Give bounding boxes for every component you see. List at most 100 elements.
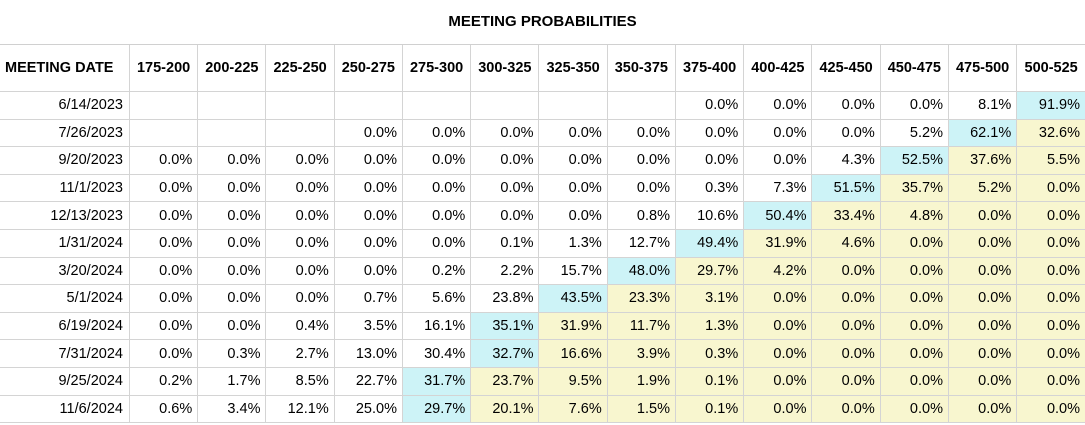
- header-rate-range: 375-400: [674, 45, 745, 92]
- meeting-date-cell: 1/31/2024: [0, 228, 130, 258]
- probability-cell: 0.0%: [197, 146, 267, 175]
- probability-cell: 0.0%: [811, 284, 881, 313]
- probability-cell: 0.0%: [197, 201, 267, 230]
- probability-cell: 9.5%: [538, 366, 608, 396]
- table-body: 6/14/2023 0.0% 0.0% 0.0% 0.0% 8.1% 91.9% 7/26/2…: [0, 91, 1085, 424]
- probability-cell: 3.5%: [333, 311, 403, 341]
- probability-cell: 32.6%: [1016, 118, 1085, 148]
- probability-cell: 0.8%: [606, 201, 676, 230]
- probability-cell: 0.0%: [811, 118, 881, 148]
- probability-cell: 0.0%: [1016, 256, 1085, 286]
- probability-cell: 13.0%: [333, 339, 403, 368]
- probability-cell: 0.2%: [128, 366, 199, 396]
- header-meeting-date: MEETING DATE: [0, 45, 130, 92]
- probability-cell: 32.7%: [470, 339, 540, 368]
- meeting-date-cell: 9/20/2023: [0, 146, 130, 175]
- probability-cell: 0.0%: [1016, 284, 1085, 313]
- probability-cell: 8.5%: [265, 366, 335, 396]
- probability-cell: 0.0%: [1016, 201, 1085, 230]
- probability-cell: [606, 91, 676, 120]
- probability-cell: 0.0%: [128, 311, 199, 341]
- meeting-date-cell: 6/14/2023: [0, 91, 130, 120]
- probability-cell: 3.1%: [674, 284, 745, 313]
- probability-cell: 5.2%: [879, 118, 949, 148]
- probability-cell: 33.4%: [811, 201, 881, 230]
- probability-cell: 0.0%: [333, 173, 403, 203]
- probability-cell: 0.0%: [811, 394, 881, 424]
- probability-cell: 30.4%: [401, 339, 472, 368]
- probability-cell: 0.0%: [470, 173, 540, 203]
- probability-cell: 51.5%: [811, 173, 881, 203]
- probability-cell: [128, 118, 199, 148]
- probability-cell: 35.1%: [470, 311, 540, 341]
- meeting-date-cell: 12/13/2023: [0, 201, 130, 230]
- meeting-date-cell: 11/6/2024: [0, 394, 130, 424]
- probability-cell: 0.0%: [947, 228, 1018, 258]
- probability-cell: 48.0%: [606, 256, 676, 286]
- probability-cell: 0.0%: [265, 146, 335, 175]
- header-rate-range: 475-500: [947, 45, 1018, 92]
- probability-cell: 0.0%: [947, 311, 1018, 341]
- probability-cell: 5.2%: [947, 173, 1018, 203]
- table-row: 6/19/2024 0.0% 0.0% 0.4% 3.5% 16.1% 35.1% 31.9%…: [0, 311, 1085, 341]
- probability-cell: 0.0%: [470, 146, 540, 175]
- probability-cell: 0.0%: [947, 394, 1018, 424]
- probability-cell: 0.0%: [743, 146, 813, 175]
- probability-cell: 0.0%: [1016, 228, 1085, 258]
- probability-cell: 1.3%: [538, 228, 608, 258]
- probability-cell: [265, 118, 335, 148]
- header-rate-range: 300-325: [470, 45, 540, 92]
- probability-cell: 0.0%: [538, 201, 608, 230]
- header-rate-range: 250-275: [333, 45, 403, 92]
- probability-cell: 0.0%: [333, 201, 403, 230]
- probability-cell: 0.7%: [333, 284, 403, 313]
- probability-cell: [197, 118, 267, 148]
- header-rate-range: 275-300: [401, 45, 472, 92]
- probability-cell: 0.0%: [197, 284, 267, 313]
- probability-cell: 29.7%: [401, 394, 472, 424]
- probability-cell: 22.7%: [333, 366, 403, 396]
- probability-cell: 0.0%: [811, 91, 881, 120]
- probability-cell: 31.7%: [401, 366, 472, 396]
- probability-cell: 0.0%: [333, 118, 403, 148]
- probability-cell: 0.0%: [401, 118, 472, 148]
- probability-cell: 10.6%: [674, 201, 745, 230]
- probability-cell: 0.3%: [197, 339, 267, 368]
- probability-cell: 20.1%: [470, 394, 540, 424]
- probability-cell: 23.8%: [470, 284, 540, 313]
- probability-cell: 0.6%: [128, 394, 199, 424]
- header-rate-range: 500-525: [1016, 45, 1085, 92]
- probability-cell: 0.0%: [1016, 339, 1085, 368]
- table-row: 9/25/2024 0.2% 1.7% 8.5% 22.7% 31.7% 23.7% 9.5%…: [0, 366, 1085, 396]
- probability-cell: 0.0%: [743, 284, 813, 313]
- header-rate-range: 325-350: [538, 45, 608, 92]
- probability-cell: 49.4%: [674, 228, 745, 258]
- probability-cell: 0.0%: [947, 366, 1018, 396]
- probability-cell: 0.0%: [606, 173, 676, 203]
- probability-cell: 0.0%: [879, 311, 949, 341]
- probability-cell: 0.0%: [128, 284, 199, 313]
- probability-cell: [197, 91, 267, 120]
- probability-cell: 0.0%: [128, 146, 199, 175]
- probability-cell: 0.0%: [811, 366, 881, 396]
- probability-cell: 0.0%: [743, 394, 813, 424]
- table-title: MEETING PROBABILITIES: [0, 0, 1085, 45]
- probability-cell: 0.0%: [265, 228, 335, 258]
- table-row: 12/13/2023 0.0% 0.0% 0.0% 0.0% 0.0% 0.0% 0.0% 0.…: [0, 201, 1085, 230]
- probability-cell: 0.0%: [470, 201, 540, 230]
- probability-cell: 0.0%: [1016, 394, 1085, 424]
- meeting-date-cell: 5/1/2024: [0, 284, 130, 313]
- probability-cell: 0.0%: [538, 118, 608, 148]
- probability-cell: 0.0%: [197, 311, 267, 341]
- probability-cell: 16.1%: [401, 311, 472, 341]
- probability-cell: 0.0%: [401, 173, 472, 203]
- probability-cell: 12.7%: [606, 228, 676, 258]
- meeting-date-cell: 11/1/2023: [0, 173, 130, 203]
- probability-cell: 0.0%: [128, 339, 199, 368]
- probability-cell: 0.1%: [470, 228, 540, 258]
- probability-cell: 0.0%: [1016, 311, 1085, 341]
- probability-cell: 0.0%: [879, 256, 949, 286]
- probability-cell: 0.0%: [879, 339, 949, 368]
- table-row: 7/31/2024 0.0% 0.3% 2.7% 13.0% 30.4% 32.7% 16.6…: [0, 339, 1085, 368]
